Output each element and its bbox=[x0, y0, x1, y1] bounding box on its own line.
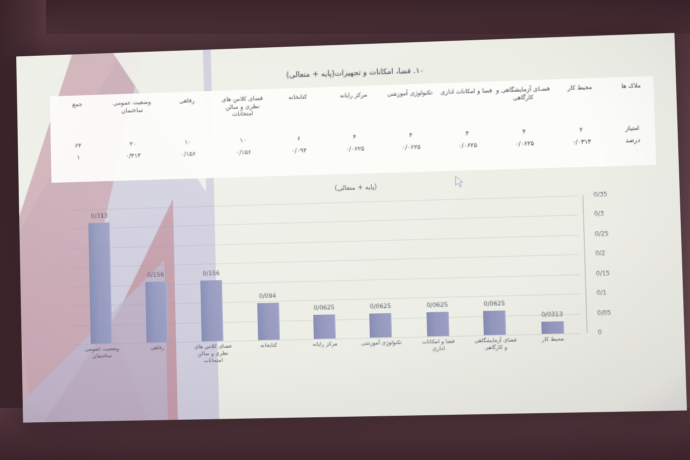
y-axis-tick-label: 0/05 bbox=[597, 309, 612, 317]
table-cell: ۰/۰۶۲۵ bbox=[401, 143, 421, 152]
bar-group[interactable]: 0/156 فضای کلاس های نظری و سالن امتحانات bbox=[182, 205, 241, 365]
bar-group[interactable]: 0/0625 فضا و امکانات اداری bbox=[406, 199, 467, 352]
table-column-header: جمع bbox=[72, 101, 83, 109]
bar-category-label: محیط کار bbox=[541, 336, 565, 344]
bar-group[interactable]: 0/0625 تکنولوژی آموزشی bbox=[350, 200, 410, 347]
bar-category-label: وضعیت عمومی ساختمان bbox=[84, 346, 120, 360]
bar-category-label: فضای کلاس های نظری و سالن امتحانات bbox=[194, 343, 232, 365]
bar-category-label: رفاهی bbox=[150, 345, 165, 352]
bar-group[interactable]: 0/313 وضعیت عمومی ساختمان bbox=[72, 208, 130, 360]
bar-group[interactable]: 0/0625 فضای آزمایشگاهی و کارگاهی bbox=[463, 197, 524, 352]
table-cell: ۰/۱۵۶ bbox=[235, 148, 252, 157]
mouse-cursor bbox=[455, 175, 463, 187]
data-table-card: ملاک ها محیط کار فضـای آزمایشگاهی و کارگاه… bbox=[49, 75, 657, 183]
bar-value-label: 0/0625 bbox=[483, 300, 506, 308]
bar-category-label: فضای آزمایشگاهی و کارگاهی bbox=[474, 337, 517, 352]
y-axis-tick-label: 0/2 bbox=[595, 250, 606, 258]
bar[interactable] bbox=[369, 312, 393, 338]
table-cell: ۰/۰۳۱۳ bbox=[571, 138, 592, 147]
table-column-header: فضای کلاس های نظری و سالن امتحانات bbox=[221, 95, 263, 119]
table-cell: ۰/۳۱۳ bbox=[125, 152, 141, 160]
bar-value-label: 0/094 bbox=[258, 293, 277, 301]
table-corner-header: ملاک ها bbox=[621, 82, 641, 91]
y-axis-tick-label: 0 bbox=[597, 329, 602, 337]
y-axis-tick-label: 0/15 bbox=[595, 269, 610, 278]
table-cell: ۱ bbox=[76, 154, 81, 162]
table-row-label: درصد bbox=[625, 136, 641, 145]
bar-value-label: 0/0625 bbox=[426, 301, 449, 309]
bar[interactable] bbox=[256, 303, 280, 341]
criteria-table: ملاک ها محیط کار فضـای آزمایشگاهی و کارگاه… bbox=[50, 76, 656, 165]
bar-group[interactable]: 0/0625 مرکز رایانه bbox=[293, 202, 353, 348]
table-cell: ۰/۰۹۴ bbox=[291, 147, 307, 155]
table-cell: ۰/۰۶۲۵ bbox=[345, 145, 365, 154]
y-axis-line bbox=[582, 195, 588, 333]
bar-value-label: 0/156 bbox=[147, 272, 165, 280]
bar-category-label: فضا و امکانات اداری bbox=[422, 338, 455, 353]
y-axis-tick-label: 0/1 bbox=[596, 289, 607, 297]
bar-category-label: کتابخانه bbox=[260, 342, 278, 350]
bar-value-label: 0/0625 bbox=[369, 302, 392, 311]
bar-value-label: 0/313 bbox=[90, 213, 108, 221]
bar[interactable] bbox=[541, 321, 564, 334]
bar[interactable] bbox=[483, 310, 507, 336]
table-cell: ۰/۰۶۲۵ bbox=[514, 140, 535, 148]
wall-shadow-top bbox=[0, 0, 690, 34]
table-cell: ۰/۰۶۲۵ bbox=[458, 141, 478, 150]
table-column-header: کتابخانه bbox=[288, 93, 308, 102]
bar[interactable] bbox=[88, 222, 113, 344]
bar-group[interactable]: 0/094 کتابخانه bbox=[237, 203, 296, 349]
bar-group[interactable]: 0/156 رفاهی bbox=[127, 207, 185, 351]
chart-plot-area: 0/35 0/3 0/25 0/2 0/15 0/1 0/05 0 0/313 وضعیت عم… bbox=[71, 191, 611, 365]
slide-title: ۱۰. فضا، امکانات و تجهیزات(پایه + متعالی… bbox=[286, 65, 424, 80]
table-column-header: فضا و امکانات اداری bbox=[440, 87, 493, 97]
table-column-header: رفاهی bbox=[179, 97, 195, 105]
bar-value-label: 0/0625 bbox=[313, 304, 335, 312]
bar[interactable] bbox=[426, 311, 450, 337]
bar-category-label: مرکز رایانه bbox=[312, 341, 338, 348]
bar-group[interactable]: 0/0313 محیط کار bbox=[520, 195, 582, 343]
bar-value-label: 0/156 bbox=[202, 270, 220, 278]
bar[interactable] bbox=[200, 280, 224, 342]
table-cell: ۰/۱۵۶ bbox=[180, 150, 196, 159]
projection-screen: ۱۰. فضا، امکانات و تجهیزات(پایه + متعالی… bbox=[16, 32, 687, 423]
chart-bars: 0/313 وضعیت عمومی ساختمان 0/156 رفاهی 0/156 ف… bbox=[71, 195, 582, 365]
table-column-header: فضـای آزمایشگاهی و کارگاهی bbox=[495, 85, 550, 102]
bar-category-label: تکنولوژی آموزشی bbox=[361, 340, 403, 347]
projected-slide: ۱۰. فضا، امکانات و تجهیزات(پایه + متعالی… bbox=[16, 32, 687, 423]
y-axis-tick-label: 0/3 bbox=[594, 210, 605, 219]
y-axis-tick-label: 0/35 bbox=[593, 191, 608, 199]
bar[interactable] bbox=[313, 314, 336, 339]
y-axis-tick-label: 0/25 bbox=[594, 230, 609, 238]
bar[interactable] bbox=[144, 281, 168, 343]
bar-value-label: 0/0313 bbox=[541, 310, 563, 319]
table-column-header: تکنولوژی آموزشی bbox=[386, 89, 433, 98]
table-column-header: مرکز رایانه bbox=[339, 91, 368, 100]
table-column-header: محیط کار bbox=[567, 84, 593, 92]
chart-subtitle: (پایه + متعالی) bbox=[334, 183, 377, 193]
bar-chart: (پایه + متعالی) 0/35 0/3 0/25 0/2 0/15 0/1 0/0… bbox=[54, 175, 660, 416]
table-column-header: وضعیت عمومی ساختمان bbox=[112, 98, 152, 115]
